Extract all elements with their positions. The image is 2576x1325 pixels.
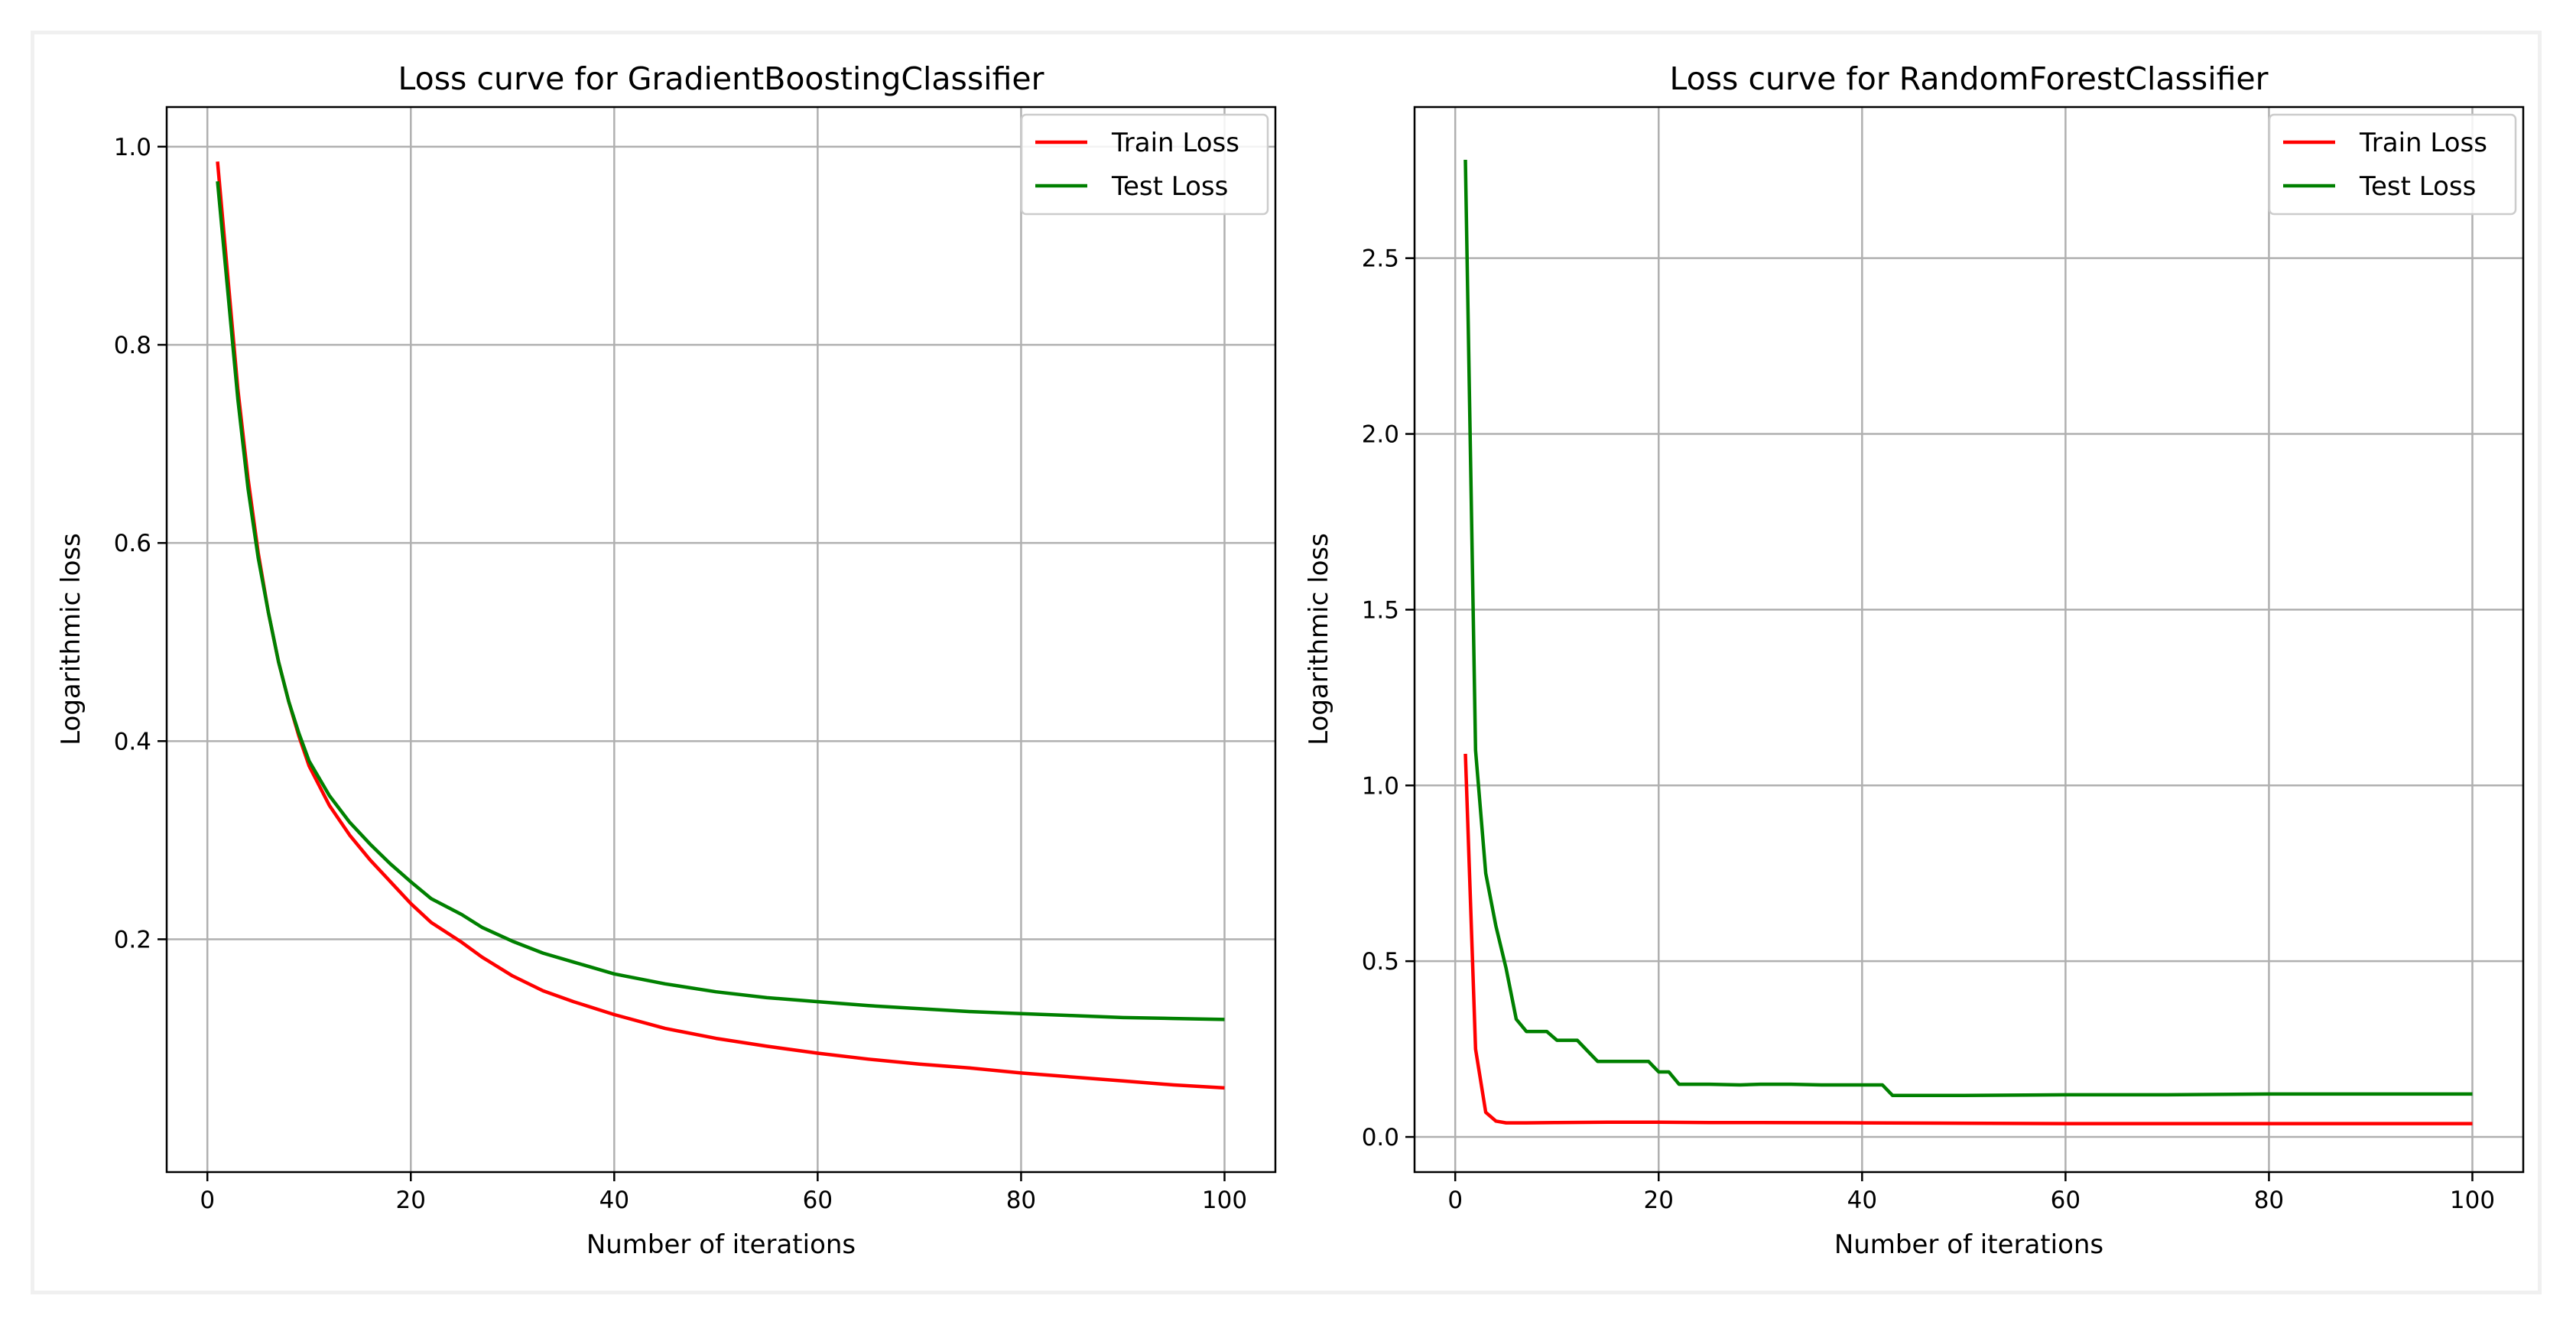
legend-label: Train Loss <box>1111 128 1239 158</box>
y-tick-label: 2.0 <box>1362 421 1399 449</box>
ticks: 0 20 40 60 80 100 0.2 0.4 0.6 0.8 1.0 <box>114 134 1247 1214</box>
x-tick-label: 20 <box>396 1187 426 1214</box>
y-tick-label: 1.0 <box>1362 772 1399 800</box>
series-line-train-loss <box>1463 753 2473 1125</box>
gradient-boosting-chart: 0 20 40 60 80 100 0.2 0.4 0.6 0.8 1.0 Loss curve f… <box>56 60 1277 1260</box>
y-tick-label: 1.5 <box>1362 596 1399 624</box>
x-tick-label: 0 <box>1447 1187 1463 1214</box>
y-axis-label: Logarithmic loss <box>56 533 86 745</box>
series-lines <box>1463 159 2473 1125</box>
legend-box <box>1020 113 1269 216</box>
y-axis-label: Logarithmic loss <box>1304 533 1334 745</box>
legend-label: Test Loss <box>2359 171 2476 202</box>
x-tick-label: 100 <box>2450 1187 2495 1214</box>
chart-title: Loss curve for RandomForestClassifier <box>1669 60 2268 97</box>
x-tick-label: 80 <box>1006 1187 1036 1214</box>
x-tick-label: 0 <box>200 1187 215 1214</box>
y-tick-label: 1.0 <box>114 134 151 161</box>
series-line-test-loss <box>1463 159 2473 1098</box>
y-tick-label: 0.5 <box>1362 948 1399 976</box>
y-tick-label: 2.5 <box>1362 245 1399 273</box>
x-tick-label: 40 <box>599 1187 629 1214</box>
series-lines <box>216 161 1225 1090</box>
legend-label: Test Loss <box>1111 171 1228 202</box>
y-tick-label: 0.4 <box>114 728 151 755</box>
grid <box>1415 107 2523 1172</box>
series-line-test-loss <box>216 180 1225 1021</box>
y-tick-label: 0.2 <box>114 926 151 953</box>
y-tick-label: 0.8 <box>114 332 151 359</box>
grid <box>167 107 1275 1172</box>
x-tick-label: 60 <box>2051 1187 2081 1214</box>
x-tick-label: 60 <box>803 1187 833 1214</box>
x-tick-label: 20 <box>1644 1187 1674 1214</box>
x-axis-label: Number of iterations <box>586 1229 856 1260</box>
plot-frame <box>165 106 1277 1174</box>
plot-frame <box>1413 106 2525 1174</box>
legend-box <box>2268 113 2517 216</box>
y-tick-label: 0.6 <box>114 530 151 557</box>
legend: Train Loss Test Loss <box>2268 113 2517 216</box>
x-tick-label: 40 <box>1847 1187 1877 1214</box>
x-tick-label: 80 <box>2254 1187 2284 1214</box>
plot-area <box>1415 107 2523 1172</box>
x-axis-label: Number of iterations <box>1834 1229 2103 1260</box>
chart-title: Loss curve for GradientBoostingClassifie… <box>398 60 1044 97</box>
ticks: 0 20 40 60 80 100 0.0 0.5 1.0 1.5 2.0 2.5 <box>1362 245 2495 1214</box>
legend: Train Loss Test Loss <box>1020 113 1269 216</box>
x-tick-label: 100 <box>1202 1187 1247 1214</box>
legend-label: Train Loss <box>2359 128 2487 158</box>
plot-area <box>167 107 1275 1172</box>
random-forest-chart: 0 20 40 60 80 100 0.0 0.5 1.0 1.5 2.0 2.5 Loss curv… <box>1304 60 2525 1260</box>
y-tick-label: 0.0 <box>1362 1124 1399 1151</box>
